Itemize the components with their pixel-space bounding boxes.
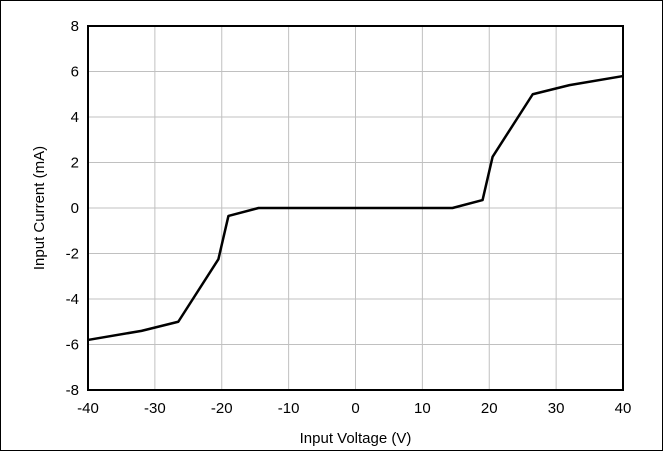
x-tick-label: 20 <box>481 400 498 417</box>
y-tick-label: -8 <box>66 382 79 399</box>
x-tick-label: -20 <box>211 400 233 417</box>
x-tick-label: -10 <box>278 400 300 417</box>
x-tick-label: 30 <box>548 400 565 417</box>
x-tick-label: 0 <box>351 400 359 417</box>
series-layer <box>87 74 624 342</box>
y-axis-label: Input Current (mA) <box>31 146 48 270</box>
series-line-0 <box>87 74 624 342</box>
x-tick-label: 40 <box>615 400 632 417</box>
x-tick-label: 10 <box>414 400 431 417</box>
y-tick-label: 0 <box>71 200 79 217</box>
y-tick-label: -4 <box>66 291 79 308</box>
plot-area <box>87 25 624 391</box>
y-tick-labels: -8 -6 -4 -2 0 2 4 6 8 <box>66 18 79 399</box>
y-tick-label: 8 <box>71 18 79 35</box>
y-tick-label: -6 <box>66 337 79 354</box>
y-tick-label: 6 <box>71 64 79 81</box>
y-tick-label: -2 <box>66 246 79 263</box>
x-tick-label: -30 <box>144 400 166 417</box>
y-tick-label: 4 <box>71 109 79 126</box>
x-tick-label: -40 <box>77 400 99 417</box>
x-tick-labels: -40 -30 -20 -10 0 10 20 30 40 <box>77 400 631 417</box>
x-axis-label: Input Voltage (V) <box>300 430 412 447</box>
y-tick-label: 2 <box>71 155 79 172</box>
